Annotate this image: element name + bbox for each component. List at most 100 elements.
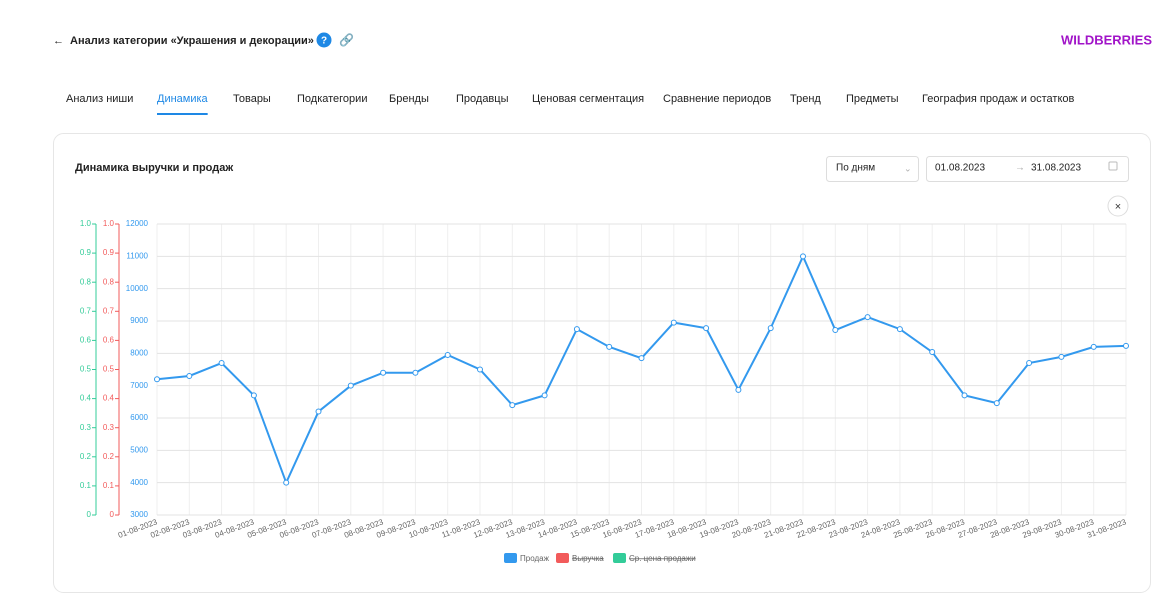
y3-tick-label: 0.7: [80, 306, 92, 315]
date-to: 31.08.2023: [1031, 163, 1081, 174]
y2-tick-label: 0.6: [103, 336, 115, 345]
point: [541, 392, 548, 399]
tab[interactable]: Динамика: [157, 93, 209, 105]
date-from: 01.08.2023: [935, 163, 985, 174]
point: [1090, 343, 1097, 350]
point: [670, 319, 677, 326]
y-tick-label: 9000: [130, 316, 148, 325]
tab[interactable]: Ценовая сегментация: [532, 93, 644, 105]
point: [993, 400, 1000, 407]
y2-tick-label: 1.0: [103, 219, 115, 228]
tab[interactable]: География продаж и остатков: [922, 93, 1075, 105]
y-tick-label: 4000: [130, 478, 148, 487]
point: [800, 253, 806, 260]
y-tick-label: 6000: [130, 413, 148, 422]
y-tick-label: 5000: [130, 445, 148, 454]
y2-tick-label: 0.4: [103, 394, 115, 403]
y-tick-label: 8000: [130, 348, 148, 357]
tab-underline: [157, 113, 208, 115]
y2-tick-label: 0.2: [103, 452, 115, 461]
page-title: Анализ категории «Украшения и декорации»: [70, 35, 314, 47]
legend-swatch[interactable]: [613, 553, 626, 563]
help-icon[interactable]: [316, 32, 332, 48]
period-value: По дням: [836, 163, 875, 174]
card: [53, 133, 1151, 593]
back-arrow[interactable]: ←: [53, 35, 64, 47]
point: [380, 369, 387, 376]
period-select[interactable]: [826, 156, 919, 182]
tab[interactable]: Продавцы: [456, 93, 509, 105]
point: [864, 314, 871, 321]
point: [154, 376, 160, 383]
legend-label[interactable]: Продаж: [520, 554, 550, 563]
y2-tick-label: 0.3: [103, 423, 115, 432]
point: [638, 355, 645, 362]
y-tick-label: 10000: [126, 284, 149, 293]
point: [703, 325, 710, 332]
tab[interactable]: Бренды: [389, 93, 429, 105]
point: [186, 372, 193, 379]
point: [606, 343, 613, 350]
y2-tick-label: 0.9: [103, 248, 115, 257]
y2-tick-label: 0: [110, 510, 115, 519]
help-icon-glyph: ?: [321, 36, 327, 47]
y2-tick-label: 0.8: [103, 277, 115, 286]
point: [412, 369, 419, 376]
select-chevron: ⌄: [904, 163, 912, 173]
tab[interactable]: Тренд: [790, 93, 821, 105]
calendar-icon: [1108, 161, 1118, 171]
point: [1123, 342, 1129, 349]
y3-tick-label: 1.0: [80, 219, 92, 228]
y-tick-label: 3000: [130, 510, 148, 519]
y3-tick-label: 0.3: [80, 423, 92, 432]
y3-tick-label: 0.5: [80, 365, 92, 374]
y3-tick-label: 0.1: [80, 481, 92, 490]
tab[interactable]: Товары: [233, 93, 271, 105]
point: [832, 327, 839, 334]
legend-label[interactable]: Выручка: [572, 554, 604, 563]
y-tick-label: 7000: [130, 381, 148, 390]
point: [250, 392, 257, 399]
tab[interactable]: Сравнение периодов: [663, 93, 771, 105]
point: [347, 382, 354, 389]
close-button[interactable]: [1107, 195, 1129, 217]
tab[interactable]: Предметы: [846, 93, 899, 105]
point: [573, 326, 580, 333]
y2-tick-label: 0.5: [103, 365, 115, 374]
link-icon[interactable]: 🔗: [339, 32, 354, 47]
point: [896, 326, 903, 333]
y3-tick-label: 0: [87, 510, 92, 519]
point: [929, 349, 936, 356]
y-tick-label: 12000: [126, 219, 149, 228]
legend-label[interactable]: Ср. цена продажи: [629, 554, 696, 563]
legend-swatch[interactable]: [504, 553, 517, 563]
date-range[interactable]: [926, 156, 1129, 182]
y3-tick-label: 0.9: [80, 248, 92, 257]
point: [444, 351, 451, 358]
y3-tick-label: 0.8: [80, 277, 92, 286]
y-tick-label: 11000: [126, 251, 148, 260]
point: [961, 392, 968, 399]
y3-tick-label: 0.4: [80, 394, 92, 403]
point: [1026, 360, 1033, 367]
point: [218, 360, 225, 367]
close-glyph: ×: [1115, 201, 1121, 213]
point: [767, 325, 774, 332]
point: [1058, 353, 1065, 360]
brand: WILDBERRIES: [1061, 32, 1152, 47]
y3-tick-label: 0.6: [80, 336, 92, 345]
point: [735, 386, 742, 393]
tab[interactable]: Анализ ниши: [66, 93, 133, 105]
range-arrow: →: [1015, 163, 1025, 174]
tab[interactable]: Подкатегории: [297, 93, 367, 105]
point: [283, 479, 290, 486]
y2-tick-label: 0.7: [103, 306, 115, 315]
point: [509, 402, 516, 409]
point: [315, 408, 322, 415]
card-title: Динамика выручки и продаж: [75, 162, 233, 174]
y3-tick-label: 0.2: [80, 452, 92, 461]
point: [477, 366, 483, 373]
y2-tick-label: 0.1: [103, 481, 115, 490]
legend-swatch[interactable]: [556, 553, 569, 563]
